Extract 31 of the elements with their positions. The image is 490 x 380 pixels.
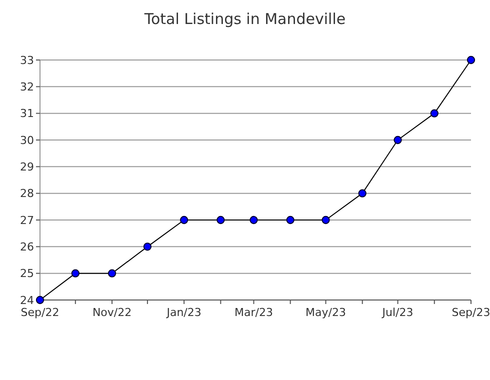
x-tick-label: Mar/23 <box>234 306 273 319</box>
point <box>143 242 152 251</box>
y-tick-label: 28 <box>20 187 34 200</box>
x-tick-label: Sep/23 <box>452 306 490 319</box>
point <box>36 296 44 304</box>
x-tick-label: Sep/22 <box>20 306 60 319</box>
point <box>216 216 225 224</box>
chart-title: Total Listings in Mandeville <box>143 10 346 28</box>
y-tick-label: 32 <box>20 80 34 94</box>
y-tick-label: 27 <box>20 214 34 227</box>
point <box>358 189 366 198</box>
x-tick-label: Jul/23 <box>381 306 414 319</box>
y-tick-label: 33 <box>20 54 34 67</box>
x-tick-label: May/23 <box>306 306 346 319</box>
x-tick-label: Nov/22 <box>92 306 132 319</box>
point <box>71 269 80 278</box>
y-tick-label: 30 <box>20 134 34 147</box>
point <box>394 136 402 144</box>
point <box>322 216 330 224</box>
y-tick-label: 24 <box>20 294 34 307</box>
point <box>180 216 188 224</box>
point <box>286 216 294 224</box>
point <box>430 109 438 118</box>
point <box>108 269 116 278</box>
point <box>466 56 476 64</box>
point <box>250 216 258 224</box>
y-tick-label: 26 <box>20 240 34 254</box>
y-tick-label: 29 <box>20 160 34 174</box>
y-tick-label: 25 <box>20 267 34 280</box>
x-tick-label: Jan/23 <box>166 306 202 319</box>
y-tick-label: 31 <box>20 107 34 120</box>
